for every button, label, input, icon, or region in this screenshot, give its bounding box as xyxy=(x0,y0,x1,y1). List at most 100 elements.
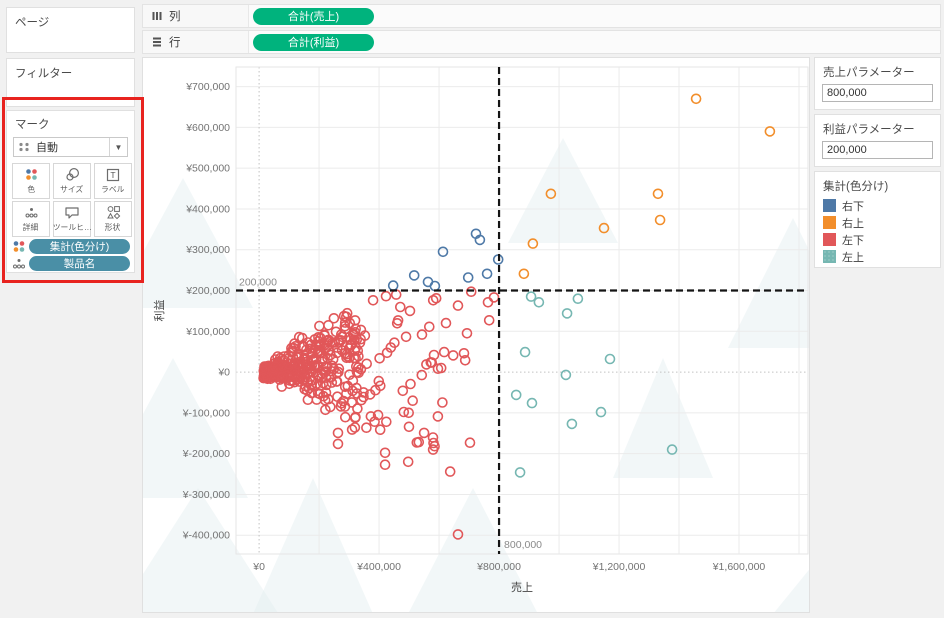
scatter-point-左下[interactable] xyxy=(281,370,292,382)
scatter-point-左下[interactable] xyxy=(405,378,416,390)
scatter-point-左下[interactable] xyxy=(427,432,439,443)
scatter-point-右上[interactable] xyxy=(598,222,610,234)
scatter-point-左下[interactable] xyxy=(339,320,351,332)
scatter-point-左下[interactable] xyxy=(432,411,444,422)
scatter-point-左下[interactable] xyxy=(277,371,288,382)
scatter-point-左下[interactable] xyxy=(329,337,340,348)
scatter-point-左下[interactable] xyxy=(262,372,273,384)
scatter-point-左下[interactable] xyxy=(349,422,361,433)
scatter-point-左下[interactable] xyxy=(339,317,351,328)
scatter-point-左下[interactable] xyxy=(315,380,326,391)
filter-card[interactable]: フィルター xyxy=(6,58,135,107)
scatter-point-左上[interactable] xyxy=(604,353,616,365)
scatter-point-左下[interactable] xyxy=(344,352,355,364)
scatter-point-左下[interactable] xyxy=(398,406,410,418)
product-name-pill[interactable]: 製品名 xyxy=(29,256,130,271)
scatter-point-左上[interactable] xyxy=(666,444,678,455)
scatter-point-左下[interactable] xyxy=(338,395,349,407)
scatter-point-右下[interactable] xyxy=(481,268,493,280)
scatter-point-左上[interactable] xyxy=(560,369,572,381)
scatter-point-左下[interactable] xyxy=(392,315,404,326)
scatter-point-左下[interactable] xyxy=(350,352,361,364)
scatter-point-左下[interactable] xyxy=(370,384,381,396)
scatter-point-左上[interactable] xyxy=(595,406,607,418)
scatter-point-左下[interactable] xyxy=(313,345,325,357)
scatter-point-右下[interactable] xyxy=(387,280,399,291)
scatter-point-右上[interactable] xyxy=(545,188,557,200)
scatter-point-左下[interactable] xyxy=(367,295,379,306)
legend-item-lower-right[interactable]: 右下 xyxy=(823,198,864,213)
scatter-point-左下[interactable] xyxy=(338,310,350,322)
color-button[interactable]: 色 xyxy=(12,163,50,199)
legend-item-lower-left[interactable]: 左下 xyxy=(823,232,864,247)
shape-button[interactable]: 形状 xyxy=(94,201,132,237)
scatter-point-左下[interactable] xyxy=(374,424,386,436)
scatter-point-左上[interactable] xyxy=(533,297,545,308)
scatter-point-左下[interactable] xyxy=(428,437,439,449)
scatter-point-左下[interactable] xyxy=(335,334,347,346)
scatter-point-左下[interactable] xyxy=(389,337,400,349)
scatter-point-左下[interactable] xyxy=(373,375,385,387)
scatter-point-左下[interactable] xyxy=(293,373,304,385)
scatter-point-左下[interactable] xyxy=(293,331,305,343)
scatter-point-左上[interactable] xyxy=(572,293,584,304)
sum-sales-pill[interactable]: 合計(売上) xyxy=(253,7,374,25)
scatter-point-右上[interactable] xyxy=(652,188,664,200)
profit-parameter-input[interactable] xyxy=(822,141,933,159)
scatter-point-左下[interactable] xyxy=(404,305,416,317)
scatter-point-左下[interactable] xyxy=(307,347,318,358)
scatter-point-左上[interactable] xyxy=(561,308,573,319)
scatter-point-左下[interactable] xyxy=(340,411,351,423)
scatter-point-左上[interactable] xyxy=(526,397,538,409)
scatter-point-右下[interactable] xyxy=(474,234,486,246)
scatter-point-左下[interactable] xyxy=(427,295,439,306)
scatter-point-左下[interactable] xyxy=(323,334,335,346)
scatter-point-左下[interactable] xyxy=(333,363,345,375)
scatter-point-左下[interactable] xyxy=(403,421,415,433)
pages-card[interactable]: ページ xyxy=(6,7,135,53)
scatter-point-左下[interactable] xyxy=(330,326,342,338)
scatter-point-左下[interactable] xyxy=(297,365,308,377)
scatter-point-左下[interactable] xyxy=(444,466,456,477)
scatter-point-左下[interactable] xyxy=(430,293,442,304)
scatter-point-左下[interactable] xyxy=(302,355,314,367)
scatter-point-左下[interactable] xyxy=(361,422,372,434)
scatter-point-左下[interactable] xyxy=(286,364,298,375)
scatter-point-左下[interactable] xyxy=(287,351,299,362)
scatter-point-左下[interactable] xyxy=(347,328,359,340)
scatter-point-左下[interactable] xyxy=(379,459,391,471)
scatter-point-左下[interactable] xyxy=(346,424,358,435)
scatter-point-左下[interactable] xyxy=(381,347,393,359)
scatter-point-左下[interactable] xyxy=(320,372,332,384)
scatter-point-左下[interactable] xyxy=(326,360,338,372)
scatter-point-左下[interactable] xyxy=(438,346,450,358)
scatter-point-右上[interactable] xyxy=(690,93,702,105)
scatter-point-左下[interactable] xyxy=(258,372,269,384)
scatter-point-左下[interactable] xyxy=(374,352,385,364)
scatter-point-左下[interactable] xyxy=(488,292,500,303)
scatter-point-右下[interactable] xyxy=(462,272,474,283)
scatter-point-左下[interactable] xyxy=(482,297,494,308)
scatter-point-右下[interactable] xyxy=(408,270,420,281)
scatter-point-左上[interactable] xyxy=(510,389,522,401)
scatter-point-左下[interactable] xyxy=(358,387,369,398)
scatter-point-左上[interactable] xyxy=(514,467,526,478)
scatter-point-左下[interactable] xyxy=(403,407,415,419)
scatter-point-左下[interactable] xyxy=(350,323,361,335)
scatter-point-左下[interactable] xyxy=(418,427,430,439)
scatter-point-左下[interactable] xyxy=(440,317,452,329)
scatter-point-左下[interactable] xyxy=(332,427,344,439)
scatter-point-左下[interactable] xyxy=(416,329,428,340)
scatter-point-左下[interactable] xyxy=(272,351,283,362)
scatter-point-右上[interactable] xyxy=(527,238,539,249)
scatter-point-左下[interactable] xyxy=(421,359,432,370)
scatter-point-左下[interactable] xyxy=(416,369,428,381)
scatter-point-左下[interactable] xyxy=(352,403,363,414)
scatter-point-左下[interactable] xyxy=(323,319,334,331)
label-button[interactable]: T ラベル xyxy=(94,163,132,199)
scatter-point-左下[interactable] xyxy=(452,529,464,540)
scatter-point-左下[interactable] xyxy=(461,327,473,339)
legend-item-upper-right[interactable]: 右上 xyxy=(823,215,864,230)
scatter-point-左下[interactable] xyxy=(397,385,409,397)
scatter-point-左下[interactable] xyxy=(402,456,414,468)
